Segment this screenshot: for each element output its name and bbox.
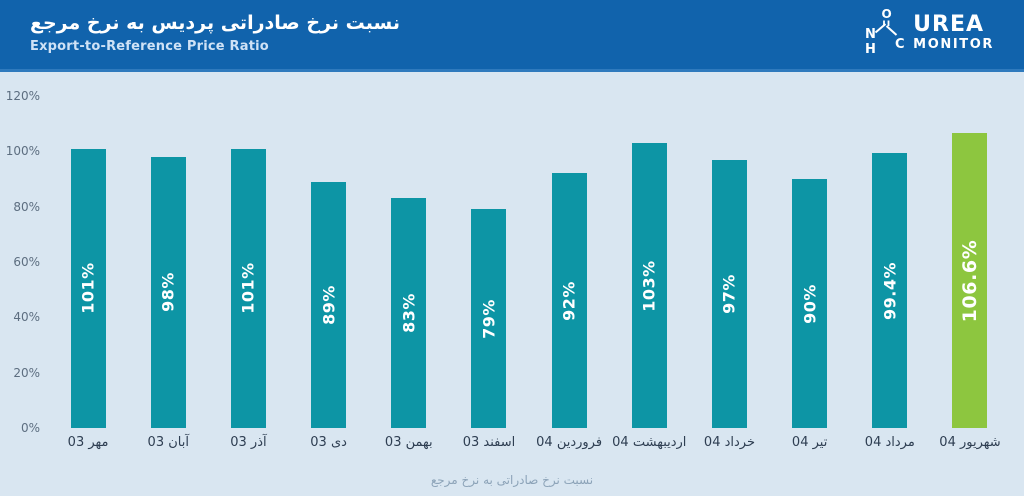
svg-text:N: N bbox=[865, 27, 876, 42]
bar: 101% bbox=[70, 148, 106, 428]
bar-value-label: 92% bbox=[559, 280, 579, 321]
bar: 97% bbox=[711, 159, 747, 428]
bar: 90% bbox=[792, 179, 828, 428]
bar-track: 101% bbox=[70, 96, 106, 428]
bar-track: 99.4% bbox=[872, 96, 908, 428]
bar-value-label: 106.6% bbox=[958, 239, 981, 322]
bar-highlight: 106.6% bbox=[952, 133, 988, 428]
plot-area: 101% مهر 03 98% آبان 03 101% آذر 03 89% دی 03 83… bbox=[48, 96, 1010, 450]
bar-track: 97% bbox=[711, 96, 747, 428]
bar-value-label: 101% bbox=[78, 262, 98, 314]
bar-value-label: 101% bbox=[238, 262, 258, 314]
brand-name: UREA bbox=[913, 12, 985, 37]
bar: 89% bbox=[311, 181, 347, 428]
chart-caption: نسبت نرخ صادراتی به نرخ مرجع bbox=[430, 473, 594, 487]
bar-track: 79% bbox=[471, 96, 507, 428]
x-axis-label: اردیبهشت 04 bbox=[612, 435, 687, 450]
bar-column: 90% تیر 04 bbox=[770, 96, 850, 450]
y-axis: 0% 20% 40% 60% 80% 100% 120% bbox=[0, 89, 40, 435]
brand-text: UREA MONITOR bbox=[913, 12, 994, 52]
urea-monitor-logo: N H O C UREA MONITOR bbox=[863, 7, 994, 59]
y-axis-tick: 80% bbox=[13, 199, 40, 214]
svg-text:C: C bbox=[895, 37, 905, 52]
x-axis-label: بهمن 03 bbox=[384, 435, 433, 450]
urea-molecule-icon: N H O C bbox=[865, 7, 905, 57]
bar-value-label: 90% bbox=[800, 283, 820, 324]
bar-column: 92% فروردین 04 bbox=[529, 96, 609, 450]
x-axis-label: خرداد 04 bbox=[703, 435, 755, 450]
x-axis-label: فروردین 04 bbox=[536, 435, 603, 450]
y-axis-tick: 0% bbox=[20, 421, 40, 435]
bar: 92% bbox=[551, 173, 587, 428]
x-axis-label: دی 03 bbox=[310, 435, 347, 450]
bar-column: 83% بهمن 03 bbox=[369, 96, 449, 450]
bar: 99.4% bbox=[872, 153, 908, 428]
y-axis-tick: 60% bbox=[13, 255, 40, 269]
bar-column: 101% مهر 03 bbox=[48, 96, 128, 450]
y-axis-tick: 100% bbox=[5, 144, 40, 159]
bar-track: 92% bbox=[551, 96, 587, 428]
bar: 83% bbox=[391, 198, 427, 428]
bar-track: 90% bbox=[792, 96, 828, 428]
bar-column: 97% خرداد 04 bbox=[689, 96, 769, 450]
x-axis-label: شهریور 04 bbox=[939, 435, 1001, 450]
bar-column: 103% اردیبهشت 04 bbox=[609, 96, 689, 450]
bar-value-label: 83% bbox=[399, 293, 419, 334]
bar-track: 101% bbox=[230, 96, 266, 428]
bar-column: 98% آبان 03 bbox=[128, 96, 208, 450]
bar-value-label: 99.4% bbox=[880, 261, 900, 320]
bar: 98% bbox=[150, 156, 186, 428]
bar: 103% bbox=[631, 143, 667, 428]
bar-value-label: 97% bbox=[719, 273, 739, 314]
bar-track: 106.6% bbox=[952, 96, 988, 428]
bar-column: 89% دی 03 bbox=[289, 96, 369, 450]
x-axis-label: اسفند 03 bbox=[462, 435, 516, 450]
bar-value-label: 89% bbox=[319, 284, 339, 325]
bar-track: 98% bbox=[150, 96, 186, 428]
bar-track: 103% bbox=[631, 96, 667, 428]
x-axis-label: تیر 04 bbox=[791, 435, 828, 450]
bar: 79% bbox=[471, 209, 507, 428]
y-axis-tick: 20% bbox=[13, 365, 40, 380]
page-title: نسبت نرخ صادراتی پردیس به نرخ مرجع bbox=[30, 11, 400, 34]
x-axis-label: مرداد 04 bbox=[864, 435, 915, 450]
y-axis-tick: 40% bbox=[13, 310, 40, 325]
brand-name-sub: MONITOR bbox=[913, 37, 994, 52]
bar-value-label: 79% bbox=[479, 298, 499, 339]
bar-value-label: 98% bbox=[158, 272, 178, 313]
y-axis-tick: 120% bbox=[5, 89, 40, 103]
bar: 101% bbox=[230, 148, 266, 428]
x-axis-label: آذر 03 bbox=[230, 435, 267, 450]
svg-text:O: O bbox=[882, 7, 892, 21]
bar-column: 99.4% مرداد 04 bbox=[850, 96, 930, 450]
bar-track: 89% bbox=[311, 96, 347, 428]
bar-column: 79% اسفند 03 bbox=[449, 96, 529, 450]
title-block: نسبت نرخ صادراتی پردیس به نرخ مرجع Expor… bbox=[30, 12, 400, 54]
bar-column: 101% آذر 03 bbox=[208, 96, 288, 450]
page-subtitle: Export-to-Reference Price Ratio bbox=[30, 38, 269, 54]
bar-value-label: 103% bbox=[639, 259, 659, 312]
x-axis-label: آبان 03 bbox=[147, 435, 189, 450]
bar-track: 83% bbox=[391, 96, 427, 428]
svg-text:H: H bbox=[865, 42, 876, 57]
bar-column: 106.6% شهریور 04 bbox=[930, 96, 1010, 450]
chart-header: نسبت نرخ صادراتی پردیس به نرخ مرجع Expor… bbox=[0, 0, 1024, 72]
x-axis-label: مهر 03 bbox=[67, 435, 109, 450]
